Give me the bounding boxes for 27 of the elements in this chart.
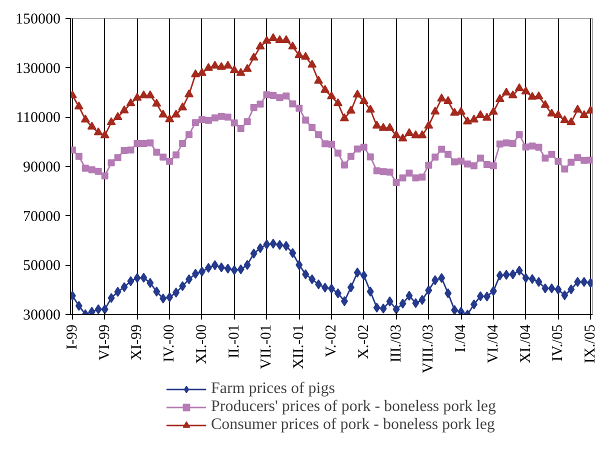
legend-label: Consumer prices of pork - boneless pork leg [210, 416, 495, 434]
x-tick-label: III./03 [388, 324, 404, 362]
x-tick-label: IV./05 [550, 324, 566, 362]
y-tick-label: 70000 [23, 208, 60, 225]
y-tick-label: 50000 [23, 258, 60, 274]
x-tick-label: VIII./03 [420, 324, 437, 374]
x-tick-label: X.-02 [356, 324, 372, 360]
x-tick-label: XI./04 [518, 324, 534, 364]
x-tick-label: XII.-01 [291, 324, 308, 370]
y-tick-label: 90000 [23, 160, 60, 176]
x-tick-label: IV.-00 [162, 324, 178, 362]
legend-label: Producers' prices of pork - boneless pork leg [210, 398, 496, 416]
x-tick-label: VII.-01 [258, 324, 275, 370]
y-tick-label: 110000 [16, 110, 61, 126]
x-tick-label: I-99 [64, 324, 80, 350]
x-tick-label: V.-02 [324, 324, 340, 358]
y-tick-label: 30000 [23, 308, 60, 324]
x-tick-label: XI-99 [129, 324, 146, 360]
x-tick-label: XI.-00 [194, 324, 210, 364]
y-tick-label: 130000 [16, 60, 60, 77]
y-tick-label: 150000 [16, 12, 60, 28]
x-tick-label: IX./05 [582, 324, 598, 364]
legend-label: Farm prices of pigs [210, 380, 335, 398]
x-tick-label: II.-01 [226, 324, 242, 358]
x-tick-label: I./04 [453, 324, 470, 352]
x-tick-label: VI./04 [485, 324, 502, 364]
x-tick-label: VI-99 [96, 324, 113, 360]
